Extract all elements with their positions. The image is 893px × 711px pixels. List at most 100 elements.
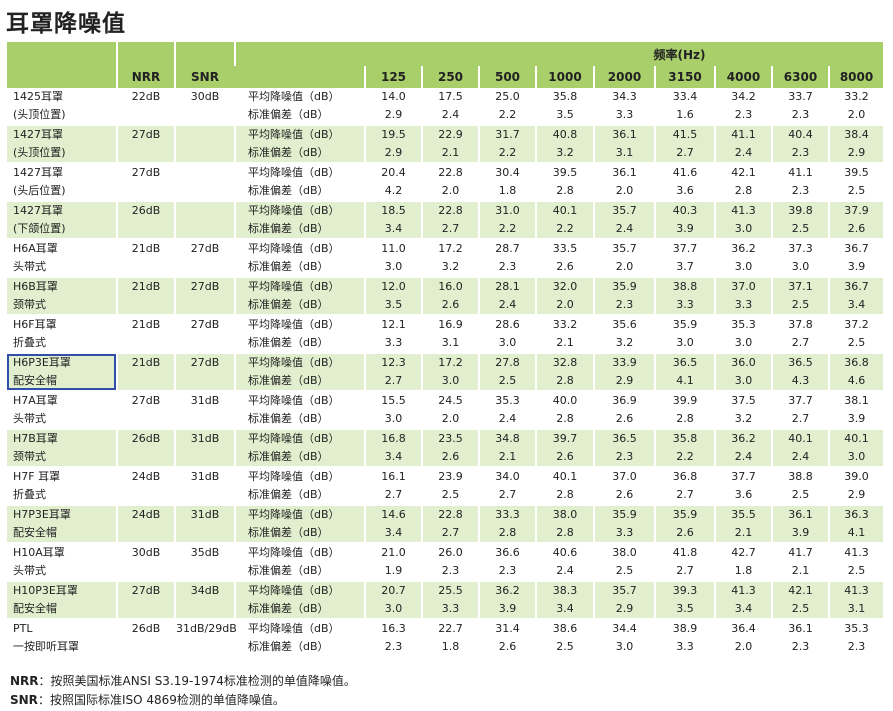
attenuation-value: 25.5 [421,582,479,600]
attenuation-value: 3.2 [593,334,655,352]
table-row: H7B耳罩 26dB 31dB 平均降噪值（dB） 16.8 23.5 34.8 39.7 36… [7,430,884,448]
attenuation-value: 35.7 [593,202,655,220]
attenuation-value: 3.4 [535,600,594,618]
attenuation-value: 2.7 [654,562,715,580]
attenuation-value: 31.4 [478,620,536,638]
separator-cell [174,238,235,240]
attenuation-value: 4.6 [827,372,884,390]
model-name: (头顶位置) [13,108,66,121]
model-name: 头带式 [13,564,46,577]
separator-cell [827,314,884,316]
snr-value [174,448,235,466]
attenuation-value: 33.7 [771,88,829,106]
attenuation-value: 2.8 [535,372,594,390]
table-row: 1427耳罩 26dB 平均降噪值（dB） 18.5 22.8 31.0 40.1 35.7 4… [7,202,884,220]
attenuation-value: 2.5 [421,486,479,504]
snr-value: 31dB [174,392,235,410]
nrr-value: 27dB [116,582,175,600]
attenuation-value: 3.0 [714,372,772,390]
separator-cell [827,542,884,544]
attenuation-value: 33.2 [827,88,884,106]
attenuation-value: 1.8 [421,638,479,656]
snr-value [174,296,235,314]
attenuation-table: NRR SNR 频率(Hz) 125 250 500 1000 2000 3150 4000… [6,42,884,656]
attenuation-value: 37.7 [654,240,715,258]
attenuation-value: 40.6 [535,544,594,562]
separator-cell [714,542,772,544]
avg-label: 平均降噪值（dB） [234,126,365,144]
separator-cell [654,504,715,506]
attenuation-value: 38.8 [771,468,829,486]
note-text: ：按照国际标准ISO 4869检测的单值降噪值。 [37,693,285,707]
attenuation-value: 4.1 [654,372,715,390]
attenuation-value: 2.6 [421,296,479,314]
separator-cell [827,466,884,468]
separator-cell [654,390,715,392]
attenuation-value: 36.6 [478,544,536,562]
avg-label: 平均降噪值（dB） [234,430,365,448]
separator-cell [6,504,117,506]
avg-label: 平均降噪值（dB） [234,88,365,106]
separator-cell [364,428,422,430]
separator-cell [478,618,536,620]
nrr-value: 27dB [116,126,175,144]
attenuation-value: 39.8 [771,202,829,220]
separator-cell [771,238,829,240]
sd-label: 标准偏差（dB） [234,600,365,618]
separator-cell [714,390,772,392]
model-name: 1427耳罩 [13,166,63,179]
nrr-value: 27dB [116,392,175,410]
separator-cell [364,390,422,392]
model-name: 头带式 [13,412,46,425]
attenuation-value: 2.3 [593,296,655,314]
separator-cell [6,580,117,582]
nrr-value [116,334,175,352]
attenuation-value: 33.3 [478,506,536,524]
separator-cell [174,162,235,164]
attenuation-value: 38.6 [535,620,594,638]
separator-cell [6,618,117,620]
attenuation-value: 2.3 [364,638,422,656]
attenuation-value: 3.3 [714,296,772,314]
attenuation-value: 35.3 [714,316,772,334]
attenuation-value: 12.0 [364,278,422,296]
separator-cell [535,124,594,126]
attenuation-value: 2.5 [771,486,829,504]
separator-cell [478,124,536,126]
nrr-value [116,144,175,162]
attenuation-value: 2.5 [535,638,594,656]
attenuation-value: 37.0 [593,468,655,486]
row-separator [6,466,884,468]
separator-cell [364,618,422,620]
separator-cell [174,276,235,278]
separator-cell [174,428,235,430]
attenuation-value: 3.0 [364,600,422,618]
attenuation-value: 39.5 [535,164,594,182]
table-row: H10P3E耳罩 27dB 34dB 平均降噪值（dB） 20.7 25.5 36.2 38.… [7,582,884,600]
separator-cell [174,466,235,468]
row-separator [6,542,884,544]
attenuation-value: 2.0 [593,182,655,200]
nrr-value: 21dB [116,278,175,296]
separator-cell [364,276,422,278]
separator-cell [364,466,422,468]
attenuation-value: 2.4 [714,144,772,162]
attenuation-value: 2.1 [771,562,829,580]
attenuation-value: 2.0 [593,258,655,276]
model-name: 折叠式 [13,336,46,349]
attenuation-value: 39.9 [654,392,715,410]
nrr-value: 26dB [116,430,175,448]
nrr-value [116,448,175,466]
separator-cell [535,352,594,354]
separator-cell [827,162,884,164]
separator-cell [714,162,772,164]
attenuation-value: 2.7 [771,410,829,428]
separator-cell [6,314,117,316]
separator-cell [364,504,422,506]
separator-cell [827,618,884,620]
attenuation-value: 14.0 [364,88,422,106]
attenuation-value: 2.3 [771,144,829,162]
sd-label: 标准偏差（dB） [234,524,365,542]
nrr-value: 22dB [116,88,175,106]
model-name: 1427耳罩 [7,202,117,220]
